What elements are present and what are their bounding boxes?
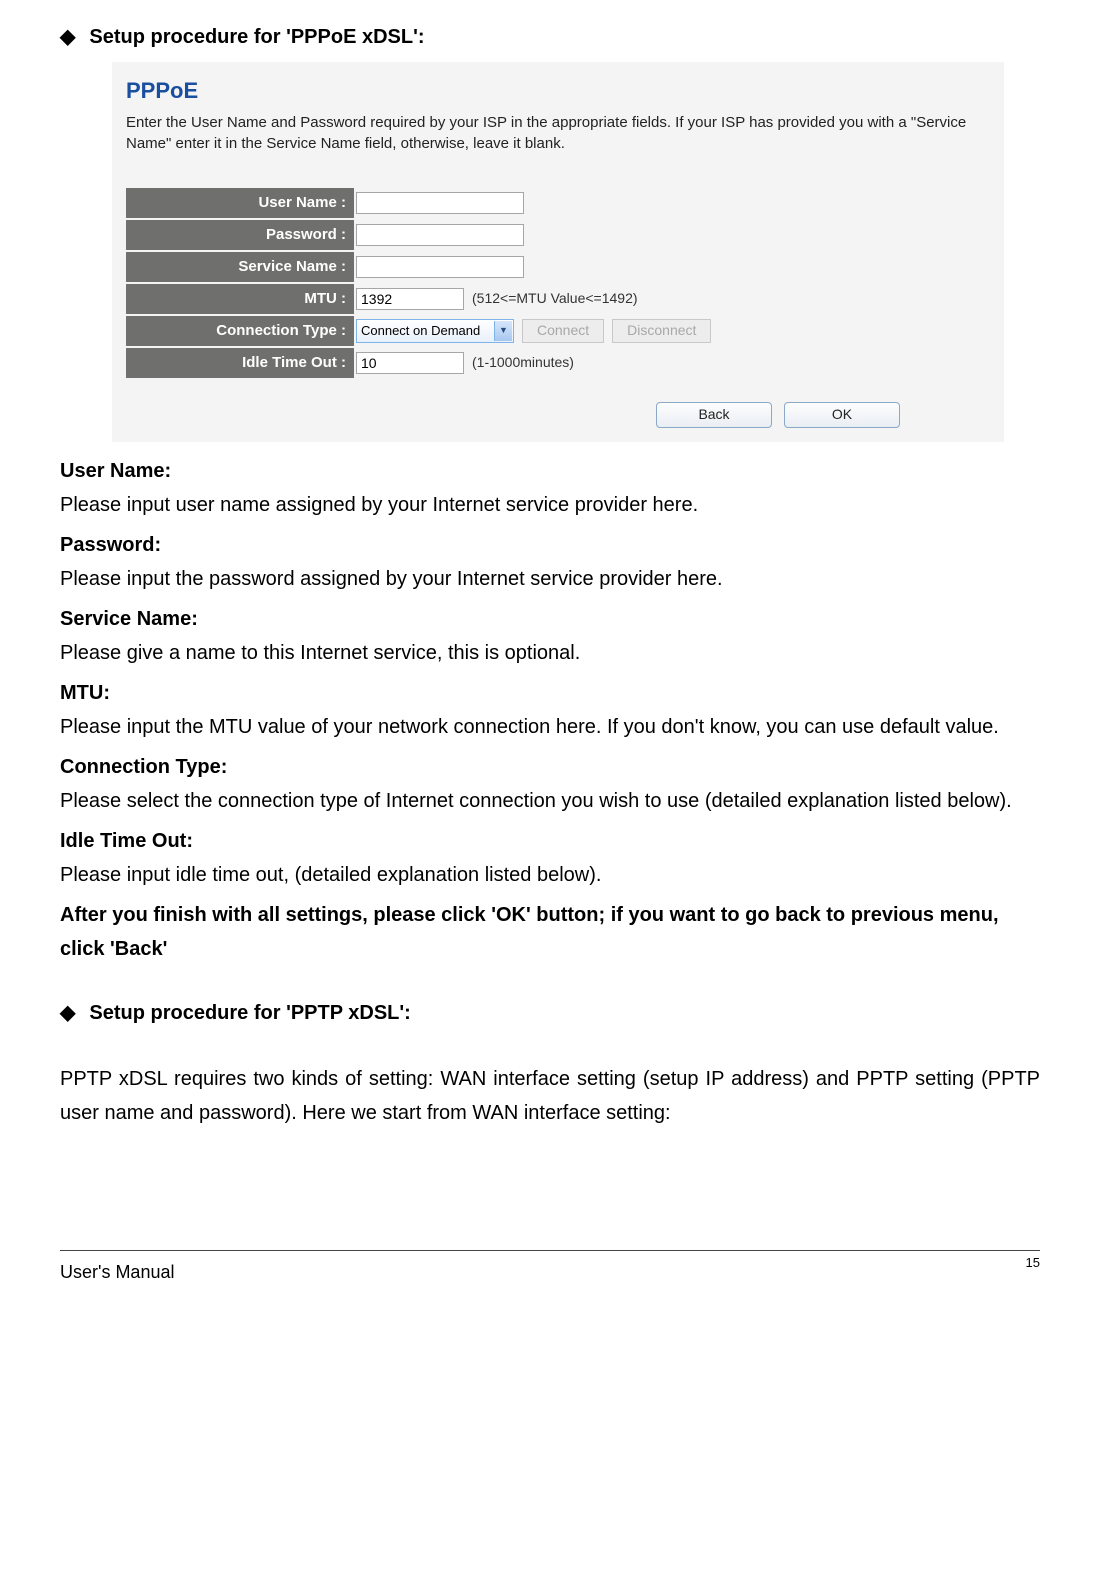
connect-button[interactable]: Connect	[522, 319, 604, 343]
password-input[interactable]	[356, 224, 524, 246]
desc-label: Connection Type:	[60, 750, 1040, 784]
pppoe-screenshot: PPPoE Enter the User Name and Password r…	[112, 62, 1004, 442]
ok-button[interactable]: OK	[784, 402, 900, 428]
pppoe-title: PPPoE	[126, 72, 990, 109]
finish-note: After you finish with all settings, plea…	[60, 898, 1040, 966]
conntype-select[interactable]: Connect on Demand ▼	[356, 319, 514, 343]
desc-text: Please input the password assigned by yo…	[60, 562, 1040, 596]
chevron-down-icon: ▼	[494, 321, 512, 341]
conntype-value: Connect on Demand	[361, 320, 480, 342]
pptp-paragraph: PPTP xDSL requires two kinds of setting:…	[60, 1062, 1040, 1130]
page-number: 15	[1026, 1252, 1040, 1283]
desc-text: Please input idle time out, (detailed ex…	[60, 858, 1040, 892]
page-footer: User's Manual 15	[60, 1250, 1040, 1288]
idle-hint: (1-1000minutes)	[472, 351, 574, 375]
desc-text: Please input user name assigned by your …	[60, 488, 1040, 522]
desc-text: Please give a name to this Internet serv…	[60, 636, 1040, 670]
label-servicename: Service Name :	[126, 252, 354, 282]
heading-pptp: Setup procedure for 'PPTP xDSL':	[89, 996, 410, 1030]
servicename-input[interactable]	[356, 256, 524, 278]
disconnect-button[interactable]: Disconnect	[612, 319, 711, 343]
back-button[interactable]: Back	[656, 402, 772, 428]
desc-label: User Name:	[60, 454, 1040, 488]
desc-text: Please input the MTU value of your netwo…	[60, 710, 1040, 744]
username-input[interactable]	[356, 192, 524, 214]
pppoe-subtitle: Enter the User Name and Password require…	[126, 113, 990, 154]
mtu-hint: (512<=MTU Value<=1492)	[472, 287, 638, 311]
desc-text: Please select the connection type of Int…	[60, 784, 1040, 818]
label-password: Password :	[126, 220, 354, 250]
footer-left: User's Manual	[60, 1257, 174, 1288]
label-idle: Idle Time Out :	[126, 348, 354, 378]
desc-label: Password:	[60, 528, 1040, 562]
desc-label: Service Name:	[60, 602, 1040, 636]
diamond-icon: ◆	[60, 27, 75, 47]
heading-pppoe: Setup procedure for 'PPPoE xDSL':	[89, 20, 424, 54]
idle-input[interactable]	[356, 352, 464, 374]
label-username: User Name :	[126, 188, 354, 218]
label-conntype: Connection Type :	[126, 316, 354, 346]
diamond-icon: ◆	[60, 1003, 75, 1023]
desc-label: MTU:	[60, 676, 1040, 710]
mtu-input[interactable]	[356, 288, 464, 310]
desc-label: Idle Time Out:	[60, 824, 1040, 858]
label-mtu: MTU :	[126, 284, 354, 314]
